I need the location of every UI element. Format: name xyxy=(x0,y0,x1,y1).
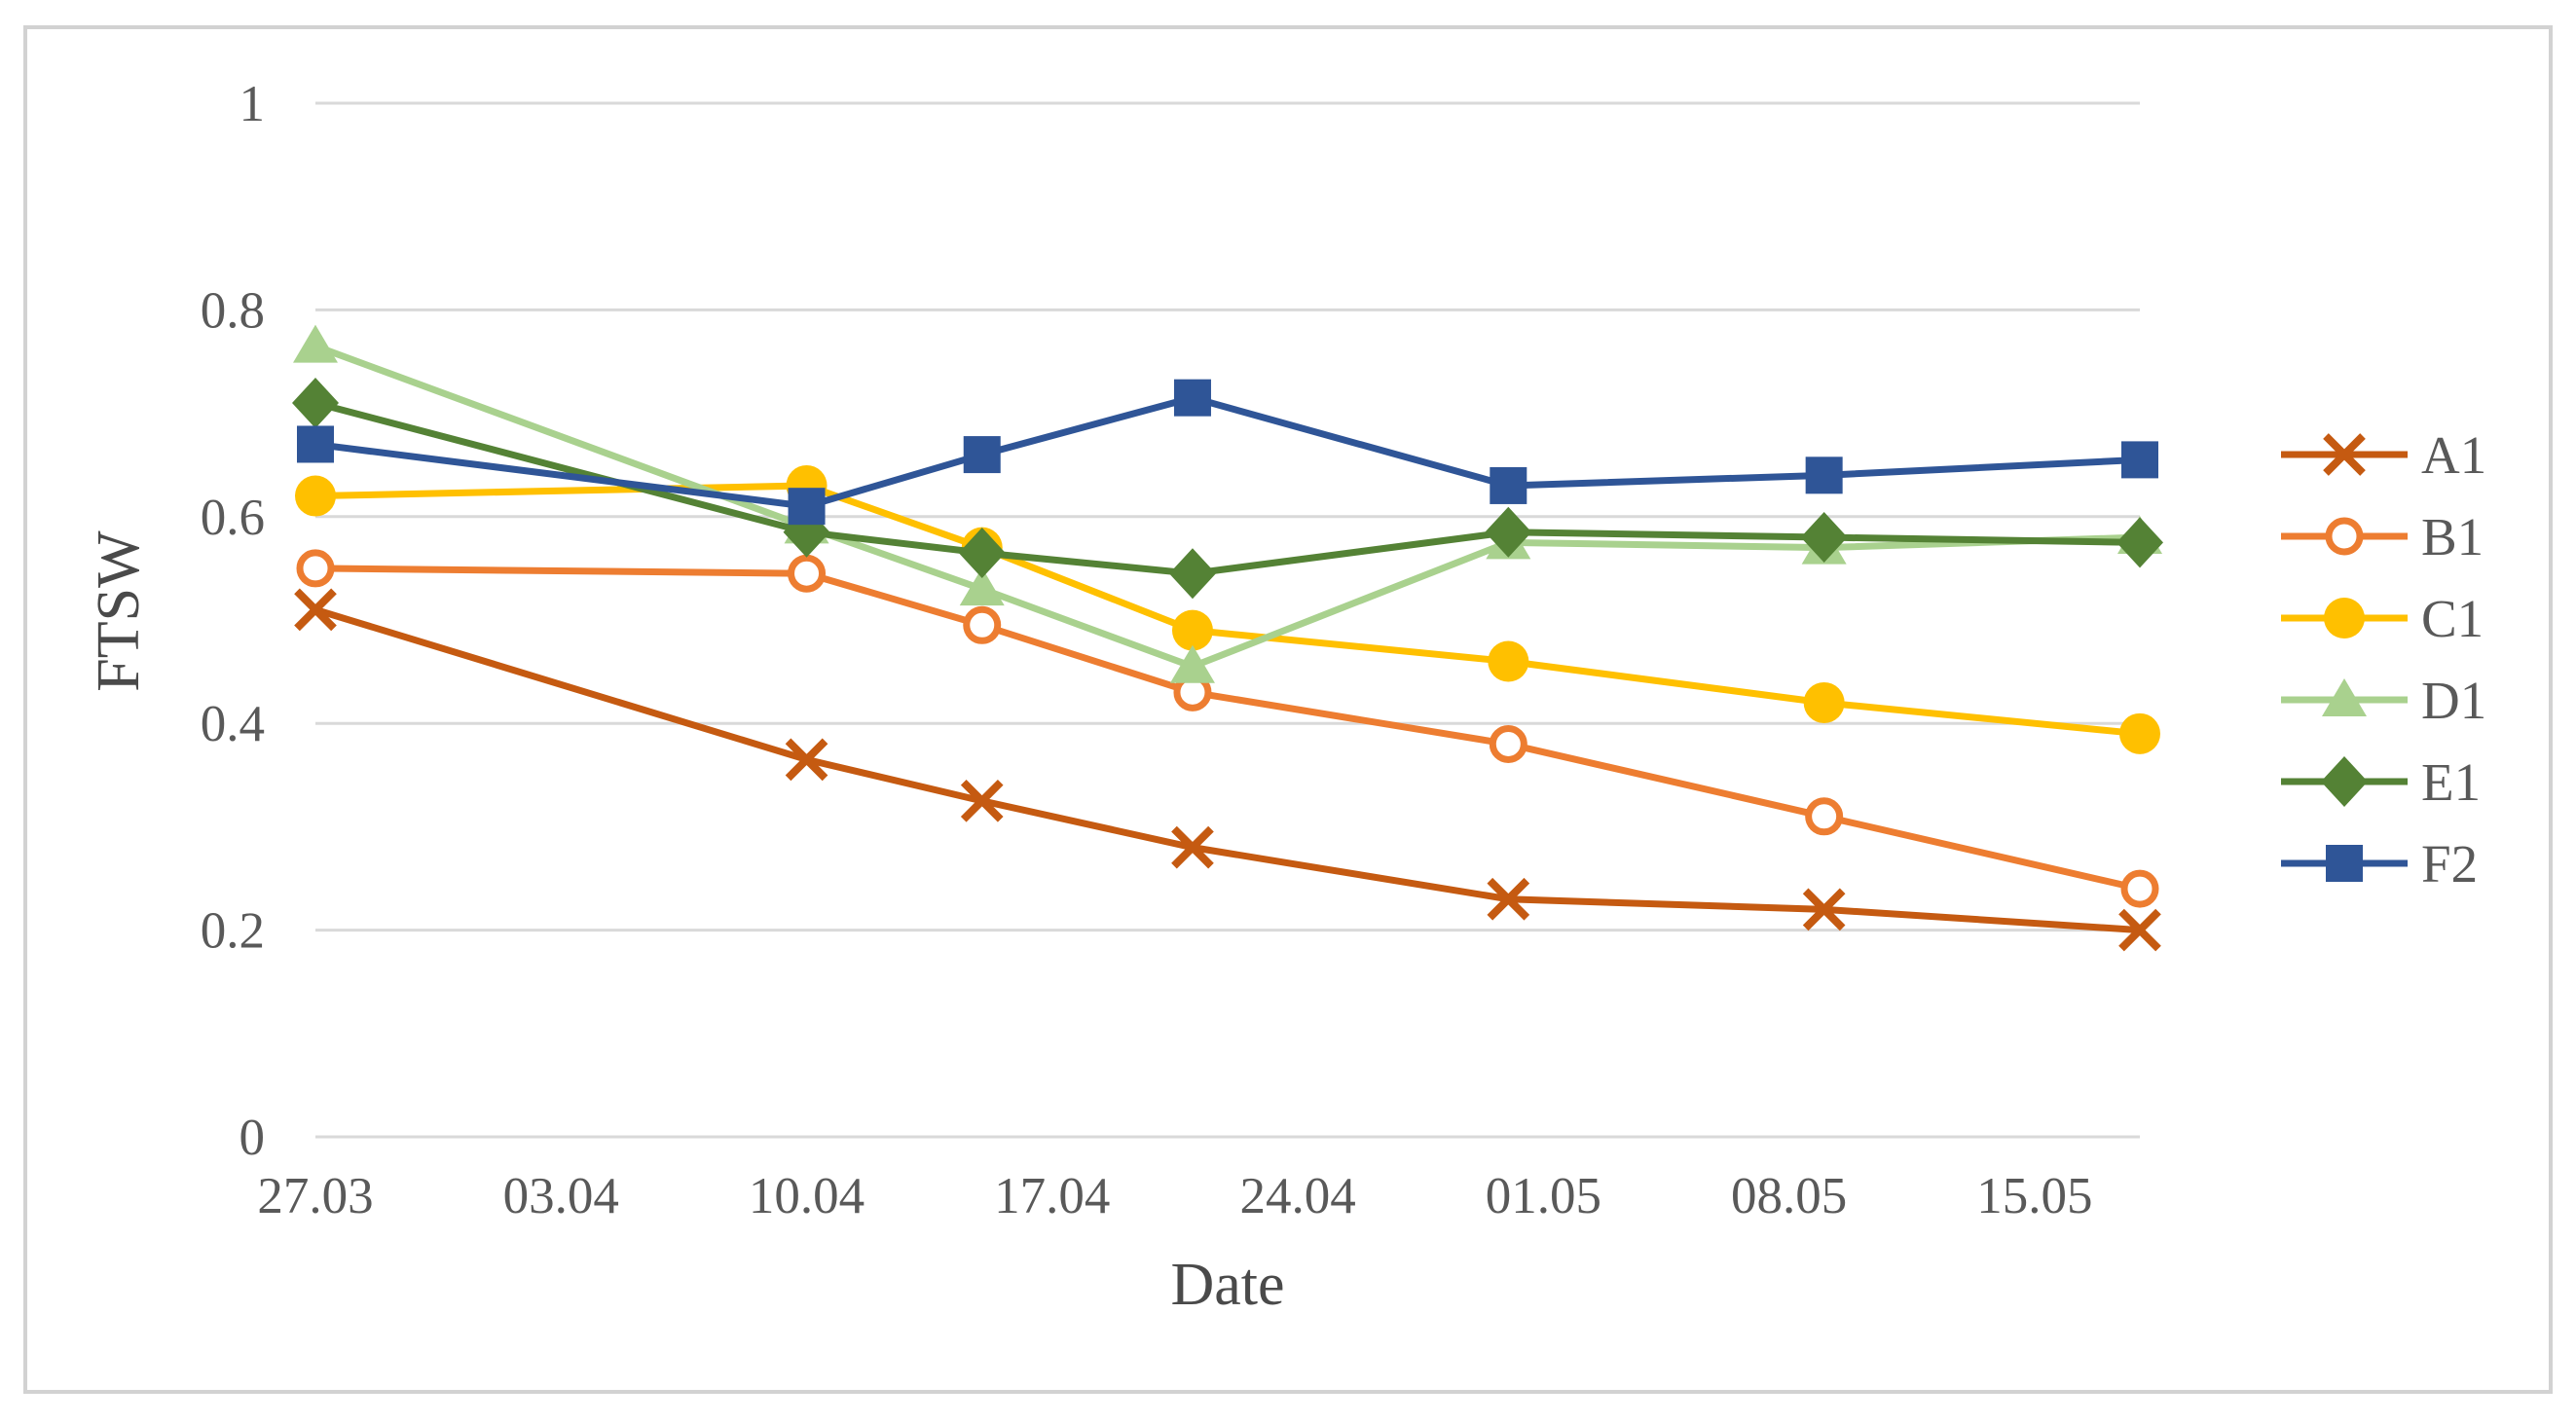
legend-label-F2: F2 xyxy=(2421,834,2478,894)
series-marker-F2 xyxy=(2121,441,2158,479)
x-tick-label: 27.03 xyxy=(257,1168,373,1224)
series-E1 xyxy=(292,377,2163,600)
y-tick-label: 1 xyxy=(239,76,266,132)
legend-item-E1: E1 xyxy=(2281,752,2481,812)
x-tick-label: 15.05 xyxy=(1976,1168,2092,1224)
series-marker-A1 xyxy=(1171,825,1214,869)
series-marker-E1 xyxy=(2116,517,2163,568)
legend-label-A1: A1 xyxy=(2421,425,2486,485)
series-marker-A1 xyxy=(1802,888,1846,931)
series-marker-A1 xyxy=(960,780,1004,822)
x-tick-label: 08.05 xyxy=(1731,1168,1847,1224)
series-marker-A1 xyxy=(785,738,828,782)
y-tick-label: 0.8 xyxy=(201,282,265,339)
gridlines xyxy=(315,101,2140,1139)
legend-marker-C1 xyxy=(2324,598,2365,639)
x-axis-title: Date xyxy=(1170,1252,1284,1318)
legend-marker-B1 xyxy=(2325,517,2364,556)
legend-item-B1: B1 xyxy=(2281,507,2484,566)
series-marker-B1 xyxy=(296,549,335,588)
y-axis-title: FTSW xyxy=(86,530,152,692)
series-marker-F2 xyxy=(1805,456,1843,494)
legend-marker-A1 xyxy=(2323,433,2366,476)
series-marker-E1 xyxy=(958,527,1006,578)
series-marker-A1 xyxy=(2118,908,2161,952)
y-tick-label: 0 xyxy=(239,1110,266,1166)
y-tick-label: 0.6 xyxy=(201,490,265,546)
x-tick-label: 01.05 xyxy=(1486,1168,1601,1224)
legend-item-A1: A1 xyxy=(2281,425,2486,485)
series-marker-C1 xyxy=(1488,640,1529,682)
legend-item-D1: D1 xyxy=(2281,671,2486,730)
series-marker-E1 xyxy=(292,377,339,428)
series-marker-F2 xyxy=(1173,379,1211,417)
legend-label-B1: B1 xyxy=(2421,507,2484,566)
series-marker-F2 xyxy=(788,488,826,526)
series-marker-D1 xyxy=(293,324,338,363)
series-marker-B1 xyxy=(963,605,1002,644)
legend: A1 B1 C1 D1 E1 F2 xyxy=(2281,425,2486,894)
legend-label-D1: D1 xyxy=(2421,671,2486,730)
legend-marker-F2 xyxy=(2326,845,2363,882)
series-line-A1 xyxy=(313,606,2141,934)
series-marker-D1 xyxy=(1169,644,1215,683)
legend-item-F2: F2 xyxy=(2281,834,2478,894)
x-axis-tick-labels: 27.03 03.04 10.04 17.04 24.04 01.05 08.05 15.05 xyxy=(257,1168,2092,1224)
series-B1 xyxy=(296,549,2159,908)
legend-marker-D1 xyxy=(2322,678,2367,716)
series-marker-B1 xyxy=(1805,797,1844,836)
x-tick-label: 24.04 xyxy=(1239,1168,1355,1224)
series-D1 xyxy=(293,324,2162,683)
series-marker-C1 xyxy=(295,475,336,517)
series-marker-C1 xyxy=(1171,609,1213,651)
series-marker-A1 xyxy=(294,588,337,632)
x-tick-label: 17.04 xyxy=(994,1168,1110,1224)
legend-label-C1: C1 xyxy=(2421,589,2484,648)
x-tick-label: 10.04 xyxy=(749,1168,865,1224)
legend-label-E1: E1 xyxy=(2421,752,2481,812)
series-line-B1 xyxy=(314,565,2141,893)
series-C1 xyxy=(295,464,2160,754)
series-marker-C1 xyxy=(1803,681,1845,723)
series-marker-A1 xyxy=(1487,877,1530,921)
x-tick-label: 03.04 xyxy=(503,1168,619,1224)
y-tick-label: 0.4 xyxy=(201,696,265,752)
series-marker-E1 xyxy=(1168,548,1216,600)
series-marker-F2 xyxy=(963,436,1001,474)
figure-border xyxy=(23,25,2553,1394)
series-marker-C1 xyxy=(2119,712,2160,754)
series-marker-E1 xyxy=(1485,506,1532,558)
legend-item-C1: C1 xyxy=(2281,589,2484,648)
series-marker-B1 xyxy=(788,554,827,593)
series-marker-F2 xyxy=(1490,466,1527,504)
series-F2 xyxy=(297,379,2158,526)
series-marker-F2 xyxy=(297,425,334,463)
series-line-D1 xyxy=(313,343,2141,671)
series-marker-D1 xyxy=(959,567,1005,606)
series-marker-B1 xyxy=(2120,869,2159,908)
y-axis-tick-labels: 0 0.2 0.4 0.6 0.8 1 xyxy=(201,76,265,1166)
y-tick-label: 0.2 xyxy=(201,903,265,960)
series-marker-E1 xyxy=(1800,512,1848,564)
legend-marker-E1 xyxy=(2321,756,2368,807)
series-marker-B1 xyxy=(1489,724,1527,763)
series-A1 xyxy=(294,588,2161,952)
